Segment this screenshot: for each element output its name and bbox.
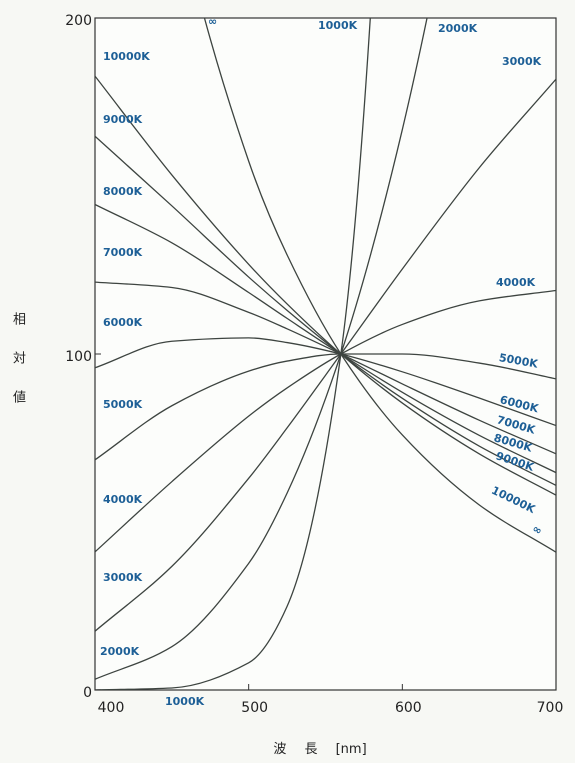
series-line: [203, 18, 556, 553]
series-label: 1000K: [318, 19, 358, 32]
series-line: [95, 337, 556, 427]
series-line: [95, 75, 556, 496]
series-label: 10000K: [103, 50, 150, 63]
series-label: 9000K: [103, 113, 143, 126]
x-tick-label: 500: [241, 700, 268, 716]
series-line: [95, 18, 428, 680]
series-line: [95, 18, 371, 690]
series-line: [95, 135, 556, 486]
series-label: 2000K: [438, 22, 478, 35]
y-axis-label: 相対値: [10, 312, 25, 429]
series-label: 8000K: [103, 185, 143, 198]
x-axis-label: 波 長 [nm]: [273, 742, 367, 757]
series-label: 4000K: [496, 276, 536, 289]
series-line: [95, 353, 556, 461]
series-label: 6000K: [103, 316, 143, 329]
series-label: 5000K: [103, 398, 143, 411]
series-line: [95, 289, 556, 553]
series-label: 3000K: [502, 55, 542, 68]
series-line: [95, 78, 556, 632]
series-label: 2000K: [100, 645, 140, 658]
series-line: [95, 281, 556, 455]
y-tick-label: 0: [83, 685, 92, 701]
series-label: 4000K: [103, 493, 143, 506]
series-label: ∞: [208, 15, 217, 28]
y-tick-label: 200: [65, 13, 92, 29]
y-tick-label: 100: [65, 349, 92, 365]
series-label: 7000K: [103, 246, 143, 259]
x-tick-label: 700: [537, 700, 564, 716]
lines: [95, 18, 556, 690]
x-tick-label: 600: [395, 700, 422, 716]
series-label: 1000K: [165, 695, 205, 708]
series-label: 3000K: [103, 571, 143, 584]
plot-frame: [94, 17, 557, 691]
series-line: [95, 203, 556, 474]
x-tick-label: 400: [98, 700, 125, 716]
